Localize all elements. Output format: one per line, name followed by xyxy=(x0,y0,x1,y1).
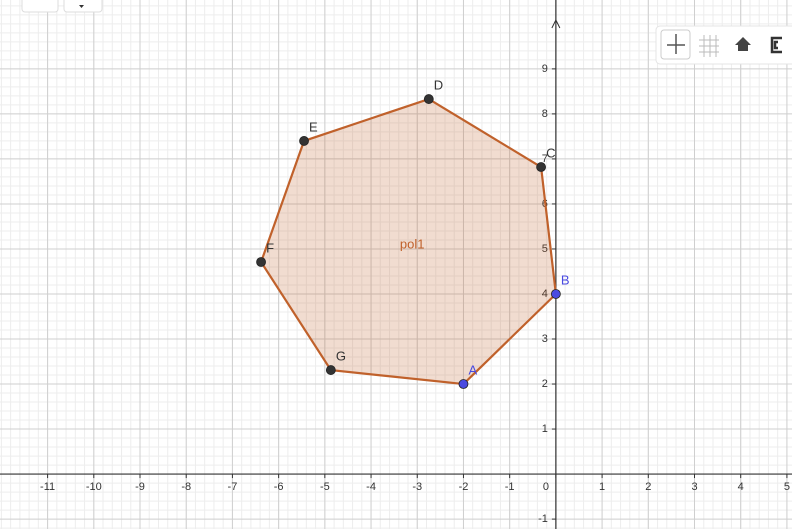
x-tick-label: 3 xyxy=(691,481,697,493)
y-tick-label: 3 xyxy=(542,333,548,345)
point xyxy=(299,136,309,146)
fullscreen-button[interactable] xyxy=(770,36,782,54)
point xyxy=(325,365,336,375)
y-tick-label: 2 xyxy=(542,378,548,390)
home-button[interactable] xyxy=(735,37,751,51)
x-tick-label: -10 xyxy=(86,481,102,493)
x-tick-label: -3 xyxy=(412,481,422,493)
point xyxy=(256,257,266,267)
axes-icon xyxy=(667,34,685,54)
x-tick-label: -11 xyxy=(40,481,55,493)
point xyxy=(550,289,561,299)
point-label: C xyxy=(546,145,555,160)
point xyxy=(458,379,469,389)
x-tick-label: -7 xyxy=(228,481,238,493)
x-tick-label: -9 xyxy=(135,481,145,493)
x-tick-label: 2 xyxy=(645,481,651,493)
x-tick-label: 1 xyxy=(599,481,605,493)
x-tick-label: -6 xyxy=(274,481,284,493)
point-label: G xyxy=(336,349,346,364)
view-toolbar xyxy=(655,25,792,65)
point-label: B xyxy=(561,272,570,287)
y-tick-label: 9 xyxy=(542,63,548,75)
y-tick-label: 5 xyxy=(542,243,548,255)
x-tick-label: -4 xyxy=(366,481,376,493)
y-tick-label: 4 xyxy=(542,288,548,300)
x-tick-label: -5 xyxy=(320,481,330,493)
x-tick-label: 5 xyxy=(784,481,790,493)
y-tick-label: 8 xyxy=(542,108,548,120)
x-tick-label: -2 xyxy=(459,481,469,493)
top-left-controls[interactable] xyxy=(21,0,103,13)
undo-button[interactable] xyxy=(21,0,59,13)
polygon xyxy=(259,97,558,386)
point xyxy=(536,162,546,172)
point-label: A xyxy=(468,362,477,377)
x-tick-label: -8 xyxy=(181,481,191,493)
x-tick-label: 4 xyxy=(738,481,744,493)
y-tick-label: 7 xyxy=(542,153,548,165)
x-tick-label: 0 xyxy=(543,481,549,493)
y-tick-label: 1 xyxy=(542,423,548,435)
grid-toggle[interactable] xyxy=(699,35,719,57)
x-tick-label: -1 xyxy=(505,481,515,493)
y-tick-label: -1 xyxy=(538,513,548,525)
point-label: E xyxy=(309,119,318,134)
point-label: F xyxy=(266,240,274,255)
polygon-label: pol1 xyxy=(400,237,425,252)
y-axis-arrow xyxy=(551,18,561,29)
point-label: D xyxy=(434,77,443,92)
dropdown-arrow xyxy=(79,5,84,8)
point xyxy=(423,94,434,104)
